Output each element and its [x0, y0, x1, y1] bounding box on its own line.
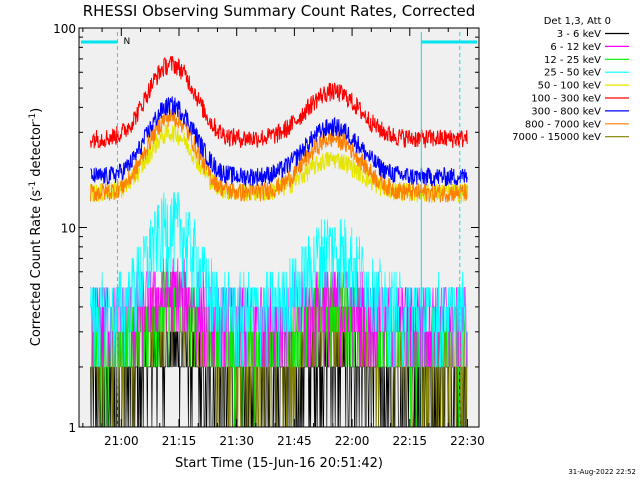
legend-label: 100 - 300 keV: [531, 94, 601, 105]
y-axis-label-main: Corrected Count Rate (s: [29, 190, 44, 347]
legend-title: Det 1,3, Att 0: [544, 16, 611, 27]
y-tick-label: 1: [68, 421, 76, 435]
series-layer: [90, 55, 468, 428]
night-overlay: N: [81, 32, 477, 427]
series-line-8: [90, 108, 468, 203]
series-line-6: [90, 55, 468, 149]
footer-timestamp: 31-Aug-2022 22:52: [568, 468, 636, 476]
legend-label: 7000 - 15000 keV: [512, 132, 601, 143]
y-tick-label: 100: [53, 22, 76, 36]
x-tick-label: 22:30: [450, 434, 485, 448]
x-tick-label: 21:30: [219, 434, 254, 448]
y-axis-label-end: ): [29, 108, 44, 113]
series-line-7: [90, 96, 468, 187]
legend-label: 6 - 12 keV: [550, 42, 601, 53]
x-tick-label: 21:00: [104, 434, 139, 448]
axis-ticks: 100 10 1 21:00 21:15 21:30 21:45 22:00 22:15 22:3…: [53, 22, 485, 448]
night-marker-label: N: [123, 37, 130, 47]
y-axis-label-sup2: -1: [28, 113, 38, 122]
x-tick-label: 22:00: [335, 434, 370, 448]
legend-label: 25 - 50 keV: [544, 68, 601, 79]
x-tick-label: 21:45: [277, 434, 312, 448]
x-tick-label: 21:15: [162, 434, 197, 448]
y-axis-label-sup1: -1: [28, 181, 38, 190]
legend-label: 300 - 800 keV: [531, 106, 601, 117]
y-axis-label: Corrected Count Rate (s-1 detector-1): [28, 108, 44, 346]
series-line-4: [90, 192, 468, 368]
legend: Det 1,3, Att 0 3 - 6 keV 6 - 12 keV 12 - 2…: [512, 16, 629, 143]
x-axis-label: Start Time (15-Jun-16 20:51:42): [175, 456, 383, 471]
y-axis-label-mid: detector: [29, 121, 44, 181]
chart-title: RHESSI Observing Summary Count Rates, Co…: [83, 2, 476, 20]
legend-label: 12 - 25 keV: [544, 55, 601, 66]
legend-label: 800 - 7000 keV: [525, 119, 601, 130]
y-tick-label: 10: [61, 222, 76, 236]
legend-label: 50 - 100 keV: [538, 81, 602, 92]
x-tick-label: 22:15: [392, 434, 427, 448]
legend-label: 3 - 6 keV: [557, 29, 601, 40]
